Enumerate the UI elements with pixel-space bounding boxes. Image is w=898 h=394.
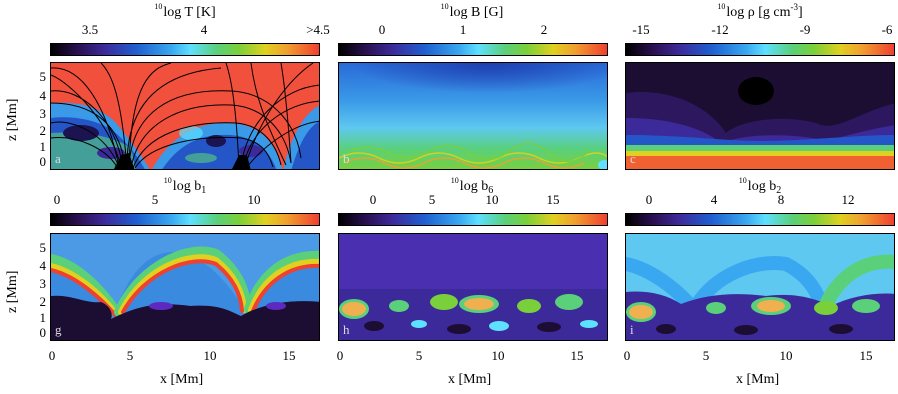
panel-density: c <box>625 62 895 170</box>
y-tick: 4 <box>39 88 47 103</box>
colorbar-tick: 8 <box>777 192 785 207</box>
colorbar-tick: 0 <box>645 192 653 207</box>
colorbar-density <box>625 43 895 56</box>
y-tick: 4 <box>39 258 47 273</box>
x-tick: 5 <box>415 348 423 363</box>
x-tick: 0 <box>336 348 344 363</box>
colorbar-tick: 5 <box>151 192 159 207</box>
magnetic-field-map <box>339 63 607 169</box>
colorbar-magnetic-field <box>338 43 608 56</box>
colorbar-title-b6: 10log b6 <box>450 176 494 196</box>
b6-map <box>339 234 607 340</box>
colorbar-b2 <box>625 213 895 226</box>
x-axis-title: x [Mm] <box>448 372 492 387</box>
panel-letter: a <box>55 151 61 166</box>
colorbar-temperature <box>50 43 320 56</box>
y-tick: 2 <box>39 123 47 138</box>
colorbar-title-magnetic-field: 10log B [G] <box>440 2 504 20</box>
colorbar-title-temperature: 10log T [K] <box>154 2 216 20</box>
x-tick: 5 <box>126 348 134 363</box>
y-tick: 5 <box>39 69 47 84</box>
panel-temperature: a <box>50 62 320 170</box>
colorbar-tick: 3.5 <box>81 22 99 37</box>
colorbar-tick: 4 <box>710 192 718 207</box>
x-tick: 5 <box>702 348 710 363</box>
x-tick: 15 <box>282 348 296 363</box>
colorbar-tick: -9 <box>799 22 811 37</box>
panel-letter: i <box>630 322 634 337</box>
panel-letter: b <box>343 151 350 166</box>
colorbar-tick: 0 <box>53 192 61 207</box>
y-axis-title: z [Mm] <box>5 270 20 313</box>
panel-letter: g <box>55 322 62 337</box>
y-tick: 3 <box>39 106 47 121</box>
panel-letter: c <box>630 151 636 166</box>
y-tick: 1 <box>39 139 47 154</box>
colorbar-b6 <box>338 213 608 226</box>
colorbar-b1 <box>50 213 320 226</box>
y-tick: 1 <box>39 310 47 325</box>
colorbar-tick: 10 <box>247 192 261 207</box>
y-tick: 0 <box>39 154 47 169</box>
x-tick: 0 <box>623 348 631 363</box>
b1-map <box>51 234 319 340</box>
panel-letter: h <box>343 322 350 337</box>
colorbar-tick: 12 <box>841 192 855 207</box>
y-axis-title: z [Mm] <box>5 98 20 141</box>
colorbar-tick: 15 <box>546 192 560 207</box>
colorbar-tick: 4 <box>200 22 208 37</box>
colorbar-tick: -6 <box>881 22 893 37</box>
colorbar-tick: 1 <box>459 22 467 37</box>
x-tick: 0 <box>48 348 56 363</box>
colorbar-tick: -12 <box>711 22 729 37</box>
panel-b6: h <box>338 233 608 341</box>
colorbar-title-b2: 10log b2 <box>738 176 782 196</box>
density-map <box>626 63 894 169</box>
colorbar-tick: 2 <box>540 22 548 37</box>
x-tick: 15 <box>570 348 584 363</box>
colorbar-title-b1: 10log b1 <box>163 176 207 196</box>
colorbar-tick: 0 <box>378 22 386 37</box>
colorbar-tick: >4.5 <box>306 22 330 37</box>
b2-map <box>626 234 894 340</box>
temperature-map <box>51 63 319 169</box>
x-tick: 15 <box>859 348 873 363</box>
x-tick: 10 <box>779 348 793 363</box>
y-tick: 0 <box>39 325 47 340</box>
panel-b1: g <box>50 233 320 341</box>
x-axis-title: x [Mm] <box>160 372 204 387</box>
y-tick: 5 <box>39 240 47 255</box>
colorbar-tick: -15 <box>632 22 650 37</box>
colorbar-tick: 0 <box>369 192 377 207</box>
colorbar-tick: 10 <box>485 192 499 207</box>
x-tick: 10 <box>203 348 217 363</box>
y-tick: 3 <box>39 276 47 291</box>
colorbar-tick: 5 <box>428 192 436 207</box>
panel-magnetic-field: b <box>338 62 608 170</box>
x-tick: 10 <box>491 348 505 363</box>
panel-b2: i <box>625 233 895 341</box>
colorbar-title-density: 10log ρ [g cm-3] <box>717 2 803 20</box>
x-axis-title: x [Mm] <box>736 372 780 387</box>
y-tick: 2 <box>39 294 47 309</box>
